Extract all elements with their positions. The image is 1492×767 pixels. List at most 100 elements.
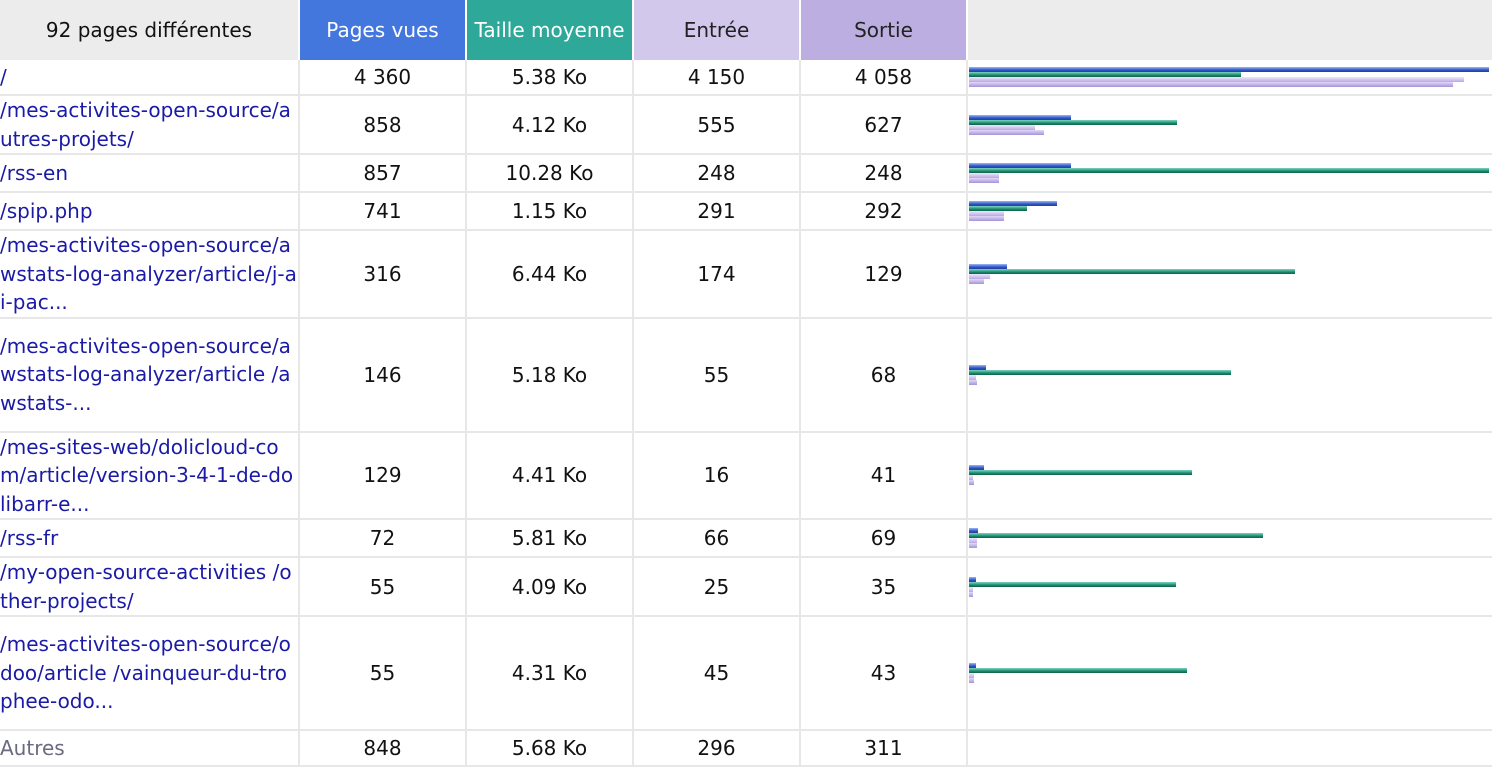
entry-bar xyxy=(969,124,1035,130)
other-cell-views: 848 xyxy=(300,731,467,767)
cell-views: 129 xyxy=(300,432,467,520)
cell-views: 146 xyxy=(300,318,467,433)
cell-size: 1.15 Ko xyxy=(467,193,634,231)
cell-exit: 4 058 xyxy=(801,60,968,96)
page-url-link[interactable]: / xyxy=(0,60,300,96)
page-url-link[interactable]: /mes-activites-open-source/odoo/article … xyxy=(0,617,300,731)
exit-bar xyxy=(969,82,1453,87)
bar-group xyxy=(968,663,1492,683)
size-bar xyxy=(969,668,1187,673)
cell-entry: 55 xyxy=(634,318,801,433)
size-bar xyxy=(969,168,1489,173)
entry-bar xyxy=(969,374,976,380)
cell-entry: 25 xyxy=(634,558,801,617)
cell-views: 55 xyxy=(300,558,467,617)
size-bar xyxy=(969,369,1231,375)
cell-size: 5.81 Ko xyxy=(467,520,634,558)
size-bar xyxy=(969,533,1263,538)
cell-exit: 248 xyxy=(801,155,968,193)
bar-cell xyxy=(968,558,1492,617)
views-bar xyxy=(969,465,984,471)
views-bar xyxy=(969,576,976,582)
page-url-link[interactable]: /mes-activites-open-source/awstats-log-a… xyxy=(0,318,300,433)
cell-size: 4.09 Ko xyxy=(467,558,634,617)
cell-entry: 555 xyxy=(634,96,801,155)
page-url-link[interactable]: /mes-activites-open-source/awstats-log-a… xyxy=(0,231,300,319)
cell-entry: 45 xyxy=(634,617,801,731)
header-entree: Entrée xyxy=(634,0,801,60)
table-row: /spip.php 741 1.15 Ko 291 292 xyxy=(0,193,1492,231)
table-row: /mes-activites-open-source/odoo/article … xyxy=(0,617,1492,731)
cell-exit: 35 xyxy=(801,558,968,617)
size-bar xyxy=(969,72,1241,77)
bar-group xyxy=(968,576,1492,597)
bar-group xyxy=(968,67,1492,87)
cell-entry: 248 xyxy=(634,155,801,193)
table-row: /mes-activites-open-source/autres-projet… xyxy=(0,96,1492,155)
bar-cell xyxy=(968,155,1492,193)
header-sortie: Sortie xyxy=(801,0,968,60)
bar-cell-empty xyxy=(968,731,1492,767)
table-row: /mes-activites-open-source/awstats-log-a… xyxy=(0,231,1492,319)
entry-bar xyxy=(969,538,977,543)
exit-bar xyxy=(969,543,977,548)
bar-group xyxy=(968,528,1492,548)
table-row: /rss-en 857 10.28 Ko 248 248 xyxy=(0,155,1492,193)
cell-entry: 174 xyxy=(634,231,801,319)
exit-bar xyxy=(969,178,999,183)
bar-cell xyxy=(968,433,1492,520)
page-url-link[interactable]: /my-open-source-activities /other-projec… xyxy=(0,558,300,617)
cell-exit: 292 xyxy=(801,193,968,231)
other-cell-exit: 311 xyxy=(801,731,968,767)
exit-bar xyxy=(969,480,974,486)
exit-bar xyxy=(969,278,984,284)
page-url-link[interactable]: /spip.php xyxy=(0,193,300,231)
cell-size: 4.31 Ko xyxy=(467,617,634,731)
cell-entry: 4 150 xyxy=(634,60,801,96)
table-row: /4 360 5.38 Ko 4 150 4 058 xyxy=(0,60,1492,96)
bar-cell xyxy=(968,193,1492,231)
cell-views: 4 360 xyxy=(300,60,467,96)
cell-entry: 291 xyxy=(634,193,801,231)
other-cell-size: 5.68 Ko xyxy=(467,731,634,767)
page-url-link[interactable]: /rss-fr xyxy=(0,520,300,558)
cell-size: 6.44 Ko xyxy=(467,231,634,319)
cell-size: 4.41 Ko xyxy=(467,432,634,520)
cell-views: 857 xyxy=(300,155,467,193)
cell-size: 4.12 Ko xyxy=(467,96,634,155)
entry-bar xyxy=(969,211,1004,216)
header-page-count: 92 pages différentes xyxy=(0,0,300,60)
cell-views: 72 xyxy=(300,520,467,558)
views-bar xyxy=(969,528,978,533)
bar-group xyxy=(968,364,1492,385)
bar-cell xyxy=(968,520,1492,558)
other-pages-label: Autres xyxy=(0,731,300,767)
page-url-link[interactable]: /rss-en xyxy=(0,155,300,193)
exit-bar xyxy=(969,216,1004,221)
exit-bar xyxy=(969,591,973,597)
entry-bar xyxy=(969,173,999,178)
bar-cell xyxy=(968,96,1492,155)
cell-exit: 69 xyxy=(801,520,968,558)
page-url-link[interactable]: /mes-sites-web/dolicloud-com/article/ver… xyxy=(0,432,300,520)
bar-group xyxy=(968,201,1492,221)
cell-exit: 129 xyxy=(801,231,968,319)
entry-bar xyxy=(969,273,990,279)
header-taille-moyenne: Taille moyenne xyxy=(467,0,634,60)
bar-cell xyxy=(968,231,1492,319)
cell-entry: 66 xyxy=(634,520,801,558)
size-bar xyxy=(969,268,1295,274)
views-bar xyxy=(969,67,1489,72)
header-row: 92 pages différentes Pages vues Taille m… xyxy=(0,0,1492,60)
bar-group xyxy=(968,263,1492,284)
page-url-link[interactable]: /mes-activites-open-source/autres-projet… xyxy=(0,96,300,155)
bar-cell xyxy=(968,617,1492,731)
views-bar xyxy=(969,114,1071,120)
table-row: /mes-sites-web/dolicloud-com/article/ver… xyxy=(0,432,1492,520)
cell-size: 5.38 Ko xyxy=(467,60,634,96)
entry-bar xyxy=(969,673,974,678)
cell-views: 55 xyxy=(300,617,467,731)
cell-views: 316 xyxy=(300,231,467,319)
entry-bar xyxy=(969,77,1464,82)
